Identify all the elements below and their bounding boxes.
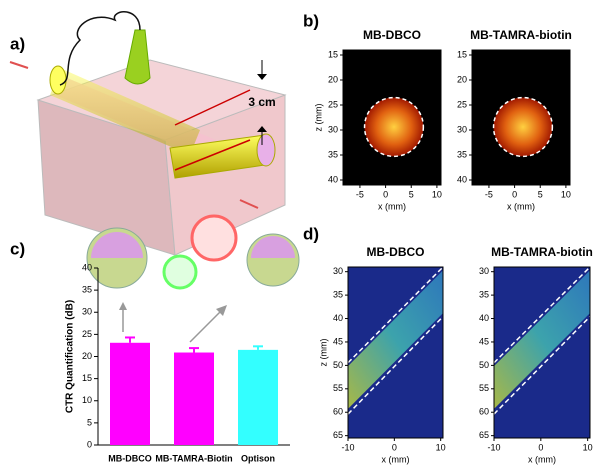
x-tick-label: 0 [392,442,397,452]
image-title: MB-TAMRA-biotin [491,245,593,259]
dimension-label: 3 cm [248,95,275,109]
diagram-panel-a: 3 cm [9,11,287,256]
y-tick-label: 65 [333,430,343,440]
image-band [494,270,590,409]
y-tick-label: 30 [457,124,467,134]
y-tick-label: 40 [333,313,343,323]
x-axis-label: x (mm) [507,201,535,211]
y-tick-label: 30 [82,307,92,317]
y-tick-label: 30 [328,124,338,134]
x-tick-label: -10 [341,442,354,452]
panel-label: c) [10,239,25,258]
roi [363,96,425,158]
x-tick-label: 10 [583,442,593,452]
x-axis-label: x (mm) [528,454,556,464]
x-tick-label: 10 [561,189,571,199]
y-tick-label: 25 [328,99,338,109]
y-axis-label: z (mm) [313,104,323,132]
roi [493,316,591,415]
y-tick-label: 40 [457,174,467,184]
bar [174,352,214,445]
frame [493,266,591,439]
image-title: MB-DBCO [367,245,425,259]
x-axis-label: x (mm) [378,201,406,211]
y-tick-label: 25 [457,99,467,109]
y-tick-label: 20 [457,74,467,84]
frame [342,49,442,186]
frame [347,266,444,439]
y-tick-label: 20 [328,74,338,84]
x-tick-label: 5 [538,189,543,199]
y-tick-label: 35 [333,289,343,299]
x-tick-label: 10 [436,442,446,452]
y-tick-label: 35 [457,149,467,159]
y-tick-label: 45 [479,336,489,346]
x-tick-label: 0 [383,189,388,199]
y-tick-label: 55 [333,383,343,393]
y-tick-label: 0 [87,439,92,449]
roi [493,266,591,364]
panel-label: a) [10,34,25,53]
x-tick-label: -5 [356,189,364,199]
roi [492,96,554,158]
x-tick-label: 10 [432,189,442,199]
y-tick-label: 60 [333,407,343,417]
x-tick-label: MB-TAMRA-Biotin [155,453,232,463]
panel-label: d) [303,224,319,243]
x-axis-label: x (mm) [382,454,410,464]
x-tick-label: 0 [512,189,517,199]
bar [238,349,278,445]
y-tick-label: 15 [328,49,338,59]
y-tick-label: 15 [457,49,467,59]
y-tick-label: 50 [479,360,489,370]
y-tick-label: 35 [328,149,338,159]
y-tick-label: 60 [479,407,489,417]
bar [110,342,150,445]
y-tick-label: 20 [82,351,92,361]
y-tick-label: 40 [479,313,489,323]
y-tick-label: 55 [479,383,489,393]
x-tick-label: 5 [409,189,414,199]
x-tick-label: MB-DBCO [108,453,152,463]
x-tick-label: Optison [241,453,275,463]
roi [347,266,444,364]
panel-label: b) [303,11,319,30]
image-blob [493,97,553,157]
y-tick-label: 40 [82,262,92,272]
y-axis-label: z (mm) [318,339,328,367]
image-blob [364,97,424,157]
y-tick-label: 50 [333,360,343,370]
y-tick-label: 30 [479,266,489,276]
y-tick-label: 65 [479,430,489,440]
image-title: MB-DBCO [363,28,421,42]
y-tick-label: 30 [333,266,343,276]
decoration-c [86,214,300,343]
y-tick-label: 35 [479,289,489,299]
y-tick-label: 10 [82,395,92,405]
y-tick-label: 40 [328,174,338,184]
frame [471,49,571,186]
image-title: MB-TAMRA-biotin [470,28,572,42]
y-tick-label: 35 [82,285,92,295]
x-tick-label: -5 [485,189,493,199]
y-axis-label: CTR Quantification (dB) [65,300,76,413]
y-tick-label: 25 [82,329,92,339]
y-tick-label: 15 [82,373,92,383]
image-band [348,270,443,409]
x-tick-label: -10 [487,442,500,452]
x-tick-label: 0 [538,442,543,452]
y-tick-label: 45 [333,336,343,346]
y-tick-label: 5 [87,417,92,427]
roi [347,316,444,415]
